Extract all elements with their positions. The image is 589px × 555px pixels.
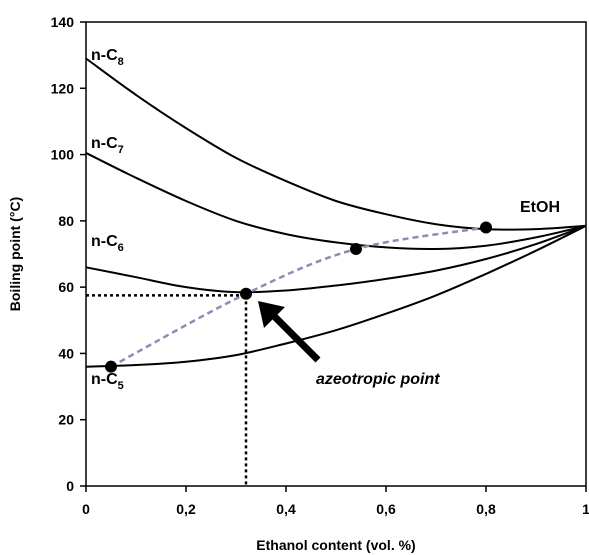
series-label-n-c7: n-C7: [91, 135, 124, 156]
x-tick-label: 0,4: [276, 501, 296, 517]
series-label-n-c8: n-C8: [91, 47, 124, 68]
y-axis-ticks: 0 20 40 60 80 100 120 140: [51, 14, 86, 494]
arrow-shaft: [267, 309, 321, 363]
annotation-arrow: [258, 301, 321, 363]
curve-layer: [85, 57, 587, 368]
y-tick-label: 40: [58, 345, 74, 361]
x-tick-label: 0,8: [476, 501, 496, 517]
azeotrope-trend-line: [110, 226, 487, 368]
y-axis-title: Boiling point (°C): [7, 197, 23, 311]
x-tick-label: 0: [82, 501, 90, 517]
y-tick-label: 20: [58, 412, 74, 428]
azeotrope-point: [240, 287, 252, 300]
y-tick-label: 60: [58, 279, 74, 295]
y-tick-label: 120: [51, 80, 75, 96]
series-label-n-c6: n-C6: [91, 233, 124, 254]
azeotropic-point-annotation: azeotropic point: [316, 371, 440, 388]
series-line-n-c7: [85, 152, 587, 251]
azeotrope-point: [105, 360, 117, 373]
x-tick-label: 1: [582, 501, 589, 517]
series-label-n-c5: n-C5: [91, 371, 124, 392]
series-labels: n-C8 n-C7 n-C6 n-C5: [91, 47, 124, 392]
y-tick-label: 100: [51, 147, 75, 163]
series-line-n-c6: [85, 224, 587, 294]
x-axis-title: Ethanol content (vol. %): [256, 537, 415, 553]
marker-layer: [105, 221, 492, 373]
plot-area: [85, 21, 587, 487]
ethanol-label: EtOH: [520, 199, 560, 216]
x-tick-label: 0,2: [176, 501, 196, 517]
azeotrope-point: [350, 243, 362, 256]
series-line-n-c5: [85, 224, 587, 368]
series-line-n-c8: [85, 57, 587, 231]
x-axis-ticks: 0 0,2 0,4 0,6 0,8 1: [82, 486, 589, 517]
plot-frame: [85, 21, 587, 487]
x-tick-label: 0,6: [376, 501, 396, 517]
azeotrope-point: [480, 221, 492, 234]
y-tick-label: 140: [51, 14, 75, 30]
y-tick-label: 80: [58, 213, 74, 229]
y-tick-label: 0: [66, 478, 74, 494]
arrow-head: [258, 301, 285, 328]
guide-layer: [86, 294, 248, 486]
